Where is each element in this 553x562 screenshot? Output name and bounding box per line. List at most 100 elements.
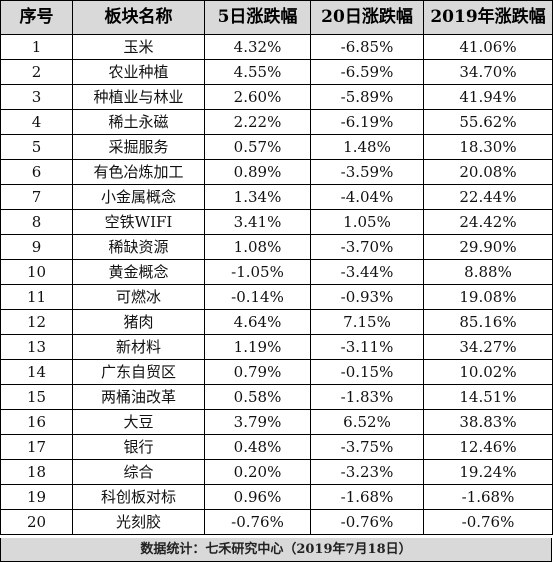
cell-2019-change: 20.08% — [423, 159, 553, 185]
header-20d-change: 20日涨跌幅 — [310, 0, 424, 35]
cell-index: 20 — [0, 509, 73, 535]
cell-20d-change: -3.44% — [310, 259, 424, 285]
cell-index: 15 — [0, 384, 73, 410]
header-5d-change: 5日涨跌幅 — [204, 0, 311, 35]
cell-index: 6 — [0, 159, 73, 185]
cell-index: 2 — [0, 59, 73, 85]
cell-20d-change: -0.76% — [310, 509, 424, 535]
table-row: 10 黄金概念 -1.05% -3.44% 8.88% — [0, 259, 553, 285]
cell-5d-change: -0.76% — [204, 509, 311, 535]
table-row: 6 有色冶炼加工 0.89% -3.59% 20.08% — [0, 159, 553, 185]
cell-5d-change: -1.05% — [204, 259, 311, 285]
cell-20d-change: -6.85% — [310, 34, 424, 60]
cell-5d-change: 2.22% — [204, 109, 311, 135]
cell-5d-change: 4.64% — [204, 309, 311, 335]
cell-2019-change: 29.90% — [423, 234, 553, 260]
cell-2019-change: 41.06% — [423, 34, 553, 60]
table-row: 5 采掘服务 0.57% 1.48% 18.30% — [0, 134, 553, 160]
cell-5d-change: 3.79% — [204, 409, 311, 435]
cell-20d-change: -6.59% — [310, 59, 424, 85]
cell-sector-name: 玉米 — [72, 34, 205, 60]
table-row: 12 猪肉 4.64% 7.15% 85.16% — [0, 309, 553, 335]
cell-sector-name: 有色冶炼加工 — [72, 159, 205, 185]
cell-20d-change: -3.70% — [310, 234, 424, 260]
cell-2019-change: 8.88% — [423, 259, 553, 285]
cell-2019-change: -1.68% — [423, 484, 553, 510]
cell-2019-change: 19.24% — [423, 459, 553, 485]
cell-2019-change: 41.94% — [423, 84, 553, 110]
cell-sector-name: 种植业与林业 — [72, 84, 205, 110]
header-2019-change: 2019年涨跌幅 — [423, 0, 553, 35]
cell-5d-change: 4.55% — [204, 59, 311, 85]
cell-2019-change: 14.51% — [423, 384, 553, 410]
cell-sector-name: 可燃冰 — [72, 284, 205, 310]
cell-20d-change: -3.59% — [310, 159, 424, 185]
cell-5d-change: 0.96% — [204, 484, 311, 510]
cell-sector-name: 黄金概念 — [72, 259, 205, 285]
cell-2019-change: -0.76% — [423, 509, 553, 535]
cell-index: 9 — [0, 234, 73, 260]
header-index: 序号 — [0, 0, 73, 35]
cell-5d-change: -0.14% — [204, 284, 311, 310]
cell-5d-change: 0.48% — [204, 434, 311, 460]
cell-index: 10 — [0, 259, 73, 285]
cell-20d-change: -6.19% — [310, 109, 424, 135]
sector-performance-table: 序号 板块名称 5日涨跌幅 20日涨跌幅 2019年涨跌幅 1 玉米 4.32% -6… — [0, 0, 553, 535]
cell-2019-change: 34.27% — [423, 334, 553, 360]
cell-index: 17 — [0, 434, 73, 460]
cell-sector-name: 稀土永磁 — [72, 109, 205, 135]
cell-5d-change: 1.34% — [204, 184, 311, 210]
cell-sector-name: 采掘服务 — [72, 134, 205, 160]
cell-2019-change: 85.16% — [423, 309, 553, 335]
cell-2019-change: 18.30% — [423, 134, 553, 160]
cell-20d-change: -4.04% — [310, 184, 424, 210]
cell-5d-change: 1.08% — [204, 234, 311, 260]
cell-5d-change: 1.19% — [204, 334, 311, 360]
cell-5d-change: 0.57% — [204, 134, 311, 160]
cell-index: 19 — [0, 484, 73, 510]
cell-index: 5 — [0, 134, 73, 160]
cell-index: 7 — [0, 184, 73, 210]
cell-20d-change: 1.05% — [310, 209, 424, 235]
cell-5d-change: 4.32% — [204, 34, 311, 60]
cell-sector-name: 银行 — [72, 434, 205, 460]
cell-2019-change: 10.02% — [423, 359, 553, 385]
cell-20d-change: 7.15% — [310, 309, 424, 335]
source-footer: 数据统计：七禾研究中心（2019年7月18日） — [0, 538, 552, 562]
header-row: 序号 板块名称 5日涨跌幅 20日涨跌幅 2019年涨跌幅 — [0, 0, 553, 35]
table-row: 1 玉米 4.32% -6.85% 41.06% — [0, 34, 553, 60]
cell-20d-change: 1.48% — [310, 134, 424, 160]
cell-20d-change: -1.83% — [310, 384, 424, 410]
table-row: 16 大豆 3.79% 6.52% 38.83% — [0, 409, 553, 435]
table-row: 7 小金属概念 1.34% -4.04% 22.44% — [0, 184, 553, 210]
cell-index: 11 — [0, 284, 73, 310]
cell-sector-name: 新材料 — [72, 334, 205, 360]
cell-2019-change: 38.83% — [423, 409, 553, 435]
cell-2019-change: 19.08% — [423, 284, 553, 310]
cell-sector-name: 猪肉 — [72, 309, 205, 335]
table-header: 序号 板块名称 5日涨跌幅 20日涨跌幅 2019年涨跌幅 — [0, 0, 553, 35]
cell-20d-change: -0.93% — [310, 284, 424, 310]
table-row: 20 光刻胶 -0.76% -0.76% -0.76% — [0, 509, 553, 535]
cell-20d-change: -1.68% — [310, 484, 424, 510]
table-row: 15 两桶油改革 0.58% -1.83% 14.51% — [0, 384, 553, 410]
cell-sector-name: 广东自贸区 — [72, 359, 205, 385]
table-row: 4 稀土永磁 2.22% -6.19% 55.62% — [0, 109, 553, 135]
table-row: 19 科创板对标 0.96% -1.68% -1.68% — [0, 484, 553, 510]
cell-5d-change: 2.60% — [204, 84, 311, 110]
cell-2019-change: 24.42% — [423, 209, 553, 235]
cell-index: 18 — [0, 459, 73, 485]
cell-2019-change: 12.46% — [423, 434, 553, 460]
cell-sector-name: 两桶油改革 — [72, 384, 205, 410]
header-sector-name: 板块名称 — [72, 0, 205, 35]
cell-5d-change: 0.20% — [204, 459, 311, 485]
cell-index: 16 — [0, 409, 73, 435]
cell-20d-change: -3.11% — [310, 334, 424, 360]
cell-index: 14 — [0, 359, 73, 385]
cell-2019-change: 34.70% — [423, 59, 553, 85]
cell-5d-change: 3.41% — [204, 209, 311, 235]
table-row: 17 银行 0.48% -3.75% 12.46% — [0, 434, 553, 460]
cell-20d-change: -3.23% — [310, 459, 424, 485]
cell-index: 13 — [0, 334, 73, 360]
